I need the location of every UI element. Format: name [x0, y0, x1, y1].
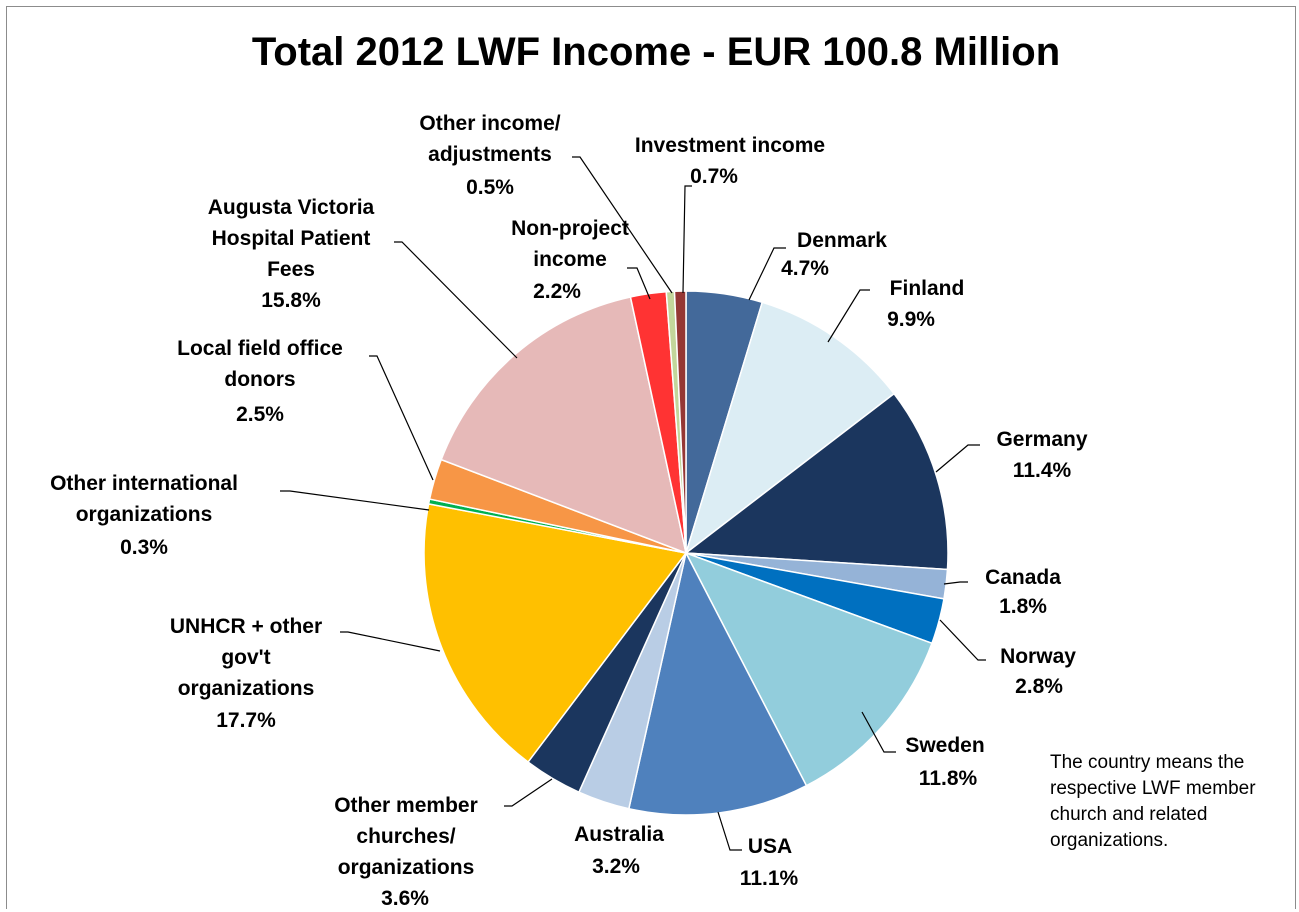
leader-line — [861, 711, 896, 753]
slice-label: Denmark — [797, 229, 887, 252]
footnote: The country means the respective LWF mem… — [1050, 752, 1256, 851]
leader-line — [748, 247, 786, 301]
slice-percent-label: 2.2% — [533, 280, 581, 303]
leader-line — [827, 289, 870, 343]
slice-percent-label: 0.5% — [466, 176, 514, 199]
slice-label: USA — [748, 835, 792, 858]
slice-label: Canada — [985, 566, 1061, 589]
slice-percent-label: 3.6% — [381, 887, 429, 910]
slice-percent-label: 15.8% — [261, 289, 321, 312]
slice-label: organizations — [338, 856, 475, 879]
leader-line — [717, 811, 742, 851]
leader-line — [369, 355, 434, 481]
leader-line — [939, 619, 986, 661]
slice-label: Germany — [996, 428, 1087, 451]
slice-percent-label: 1.8% — [999, 595, 1047, 618]
leader-line — [682, 185, 692, 294]
pie-slice-germany — [683, 392, 949, 571]
slice-label: Other international — [50, 472, 238, 495]
slice-label: Norway — [1000, 645, 1076, 668]
slice-percent-label: 0.7% — [690, 165, 738, 188]
leader-line — [394, 241, 518, 359]
leader-line — [572, 156, 673, 294]
slice-label: Hospital Patient — [212, 227, 371, 250]
slice-percent-label: 17.7% — [216, 709, 276, 732]
pie-slice-usa — [627, 550, 808, 816]
leader-line — [504, 778, 553, 807]
leader-line — [280, 490, 430, 511]
chart-title: Total 2012 LWF Income - EUR 100.8 Millio… — [251, 30, 1061, 74]
slice-percent-label: 2.8% — [1015, 675, 1063, 698]
slice-label: Local field office — [177, 337, 343, 360]
slice-percent-label: 9.9% — [887, 308, 935, 331]
leader-line — [943, 581, 968, 585]
leader-line — [935, 444, 980, 473]
pie-slice-finland — [684, 301, 896, 556]
slice-label: Non-project — [511, 217, 629, 240]
pie-slice-unhcr-other-gov-t-organizations — [423, 503, 688, 764]
slice-label: churches/ — [356, 825, 455, 848]
slice-label: Other income/ — [419, 112, 560, 135]
slice-percent-label: 3.2% — [592, 855, 640, 878]
leader-line — [627, 267, 651, 300]
slice-label: adjustments — [428, 143, 552, 166]
slice-percent-label: 2.5% — [236, 403, 284, 426]
slice-label: Investment income — [635, 134, 825, 157]
leader-line — [340, 631, 441, 652]
slice-label: Fees — [267, 258, 315, 281]
slice-label: UNHCR + other — [170, 615, 322, 638]
slice-label: organizations — [178, 677, 315, 700]
pie-slice-augusta-victoria-hospital-patient-fees — [440, 296, 688, 555]
slice-percent-label: 11.1% — [740, 867, 799, 890]
slice-percent-label: 11.4% — [1013, 459, 1072, 482]
slice-percent-label: 0.3% — [120, 536, 168, 559]
slice-label: Australia — [574, 823, 664, 846]
slice-label: organizations — [76, 503, 213, 526]
slice-label: Augusta Victoria — [208, 196, 375, 219]
pie-slice-investment-income — [673, 290, 687, 554]
slice-label: income — [533, 248, 607, 271]
slice-label: Sweden — [905, 734, 984, 757]
slice-label: Finland — [890, 277, 965, 300]
slice-label: donors — [224, 368, 295, 391]
slice-label: Other member — [334, 794, 478, 817]
slice-label: gov't — [221, 646, 270, 669]
slice-percent-label: 11.8% — [919, 767, 978, 790]
slice-percent-label: 4.7% — [781, 257, 829, 280]
